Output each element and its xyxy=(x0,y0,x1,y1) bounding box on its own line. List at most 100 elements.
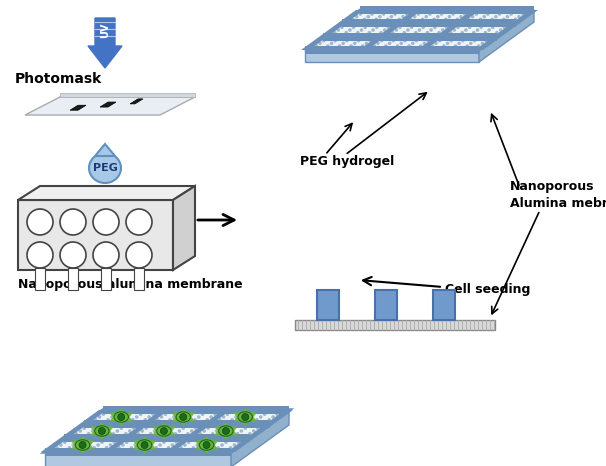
Circle shape xyxy=(244,426,247,430)
Circle shape xyxy=(198,424,201,427)
Polygon shape xyxy=(417,10,480,50)
Circle shape xyxy=(110,415,114,419)
Circle shape xyxy=(484,31,487,34)
Circle shape xyxy=(64,449,67,452)
Circle shape xyxy=(364,26,367,29)
Circle shape xyxy=(275,412,279,416)
Circle shape xyxy=(398,18,401,21)
Circle shape xyxy=(222,415,225,419)
Circle shape xyxy=(402,31,406,34)
Circle shape xyxy=(234,415,238,419)
Circle shape xyxy=(393,12,397,16)
Circle shape xyxy=(157,426,160,430)
Circle shape xyxy=(415,39,418,42)
Circle shape xyxy=(513,9,516,13)
Text: PEG: PEG xyxy=(93,163,118,173)
Circle shape xyxy=(102,421,106,425)
Bar xyxy=(101,268,111,290)
Circle shape xyxy=(71,435,75,439)
Circle shape xyxy=(444,9,447,13)
Circle shape xyxy=(72,443,75,447)
Circle shape xyxy=(247,415,250,419)
Polygon shape xyxy=(145,440,156,445)
Circle shape xyxy=(449,31,453,34)
Circle shape xyxy=(390,15,393,19)
Circle shape xyxy=(92,446,96,450)
Polygon shape xyxy=(195,445,207,450)
Circle shape xyxy=(214,421,218,425)
Circle shape xyxy=(152,421,156,425)
Circle shape xyxy=(111,424,115,427)
Circle shape xyxy=(205,410,208,413)
Circle shape xyxy=(464,20,467,24)
Polygon shape xyxy=(226,431,238,436)
Polygon shape xyxy=(133,440,145,445)
Circle shape xyxy=(334,47,338,50)
Circle shape xyxy=(442,44,445,48)
Polygon shape xyxy=(60,93,195,97)
Circle shape xyxy=(415,47,419,50)
Circle shape xyxy=(116,429,119,433)
Circle shape xyxy=(96,443,100,447)
Circle shape xyxy=(195,435,198,439)
Polygon shape xyxy=(188,424,270,438)
Polygon shape xyxy=(183,412,195,417)
Polygon shape xyxy=(45,438,126,452)
Circle shape xyxy=(359,12,362,16)
Circle shape xyxy=(260,424,264,427)
Polygon shape xyxy=(381,23,458,37)
Circle shape xyxy=(399,34,402,37)
Circle shape xyxy=(103,429,107,433)
Circle shape xyxy=(163,449,167,452)
Circle shape xyxy=(202,421,205,425)
Circle shape xyxy=(27,242,53,268)
Circle shape xyxy=(235,424,239,427)
Circle shape xyxy=(383,28,387,32)
Circle shape xyxy=(450,39,453,42)
Circle shape xyxy=(127,421,131,425)
Circle shape xyxy=(145,435,148,439)
Circle shape xyxy=(430,36,433,40)
Circle shape xyxy=(150,440,153,444)
Circle shape xyxy=(427,47,430,50)
Circle shape xyxy=(488,36,491,40)
Circle shape xyxy=(349,44,353,48)
Circle shape xyxy=(247,424,251,427)
Circle shape xyxy=(83,435,87,439)
Circle shape xyxy=(473,47,477,50)
Circle shape xyxy=(315,44,318,48)
Circle shape xyxy=(136,432,140,436)
Circle shape xyxy=(341,34,344,37)
Circle shape xyxy=(187,440,190,444)
Circle shape xyxy=(129,438,132,441)
Bar xyxy=(134,268,144,290)
Circle shape xyxy=(59,443,62,447)
Circle shape xyxy=(189,421,193,425)
Polygon shape xyxy=(179,417,187,426)
Circle shape xyxy=(460,23,464,27)
Circle shape xyxy=(100,440,104,444)
Circle shape xyxy=(390,23,394,27)
Circle shape xyxy=(382,20,386,24)
Circle shape xyxy=(98,427,105,434)
Polygon shape xyxy=(359,10,422,50)
Circle shape xyxy=(113,440,116,444)
Circle shape xyxy=(224,440,228,444)
Circle shape xyxy=(418,28,421,32)
Circle shape xyxy=(362,9,366,13)
Circle shape xyxy=(385,9,389,13)
Circle shape xyxy=(425,31,429,34)
Circle shape xyxy=(347,20,351,24)
Circle shape xyxy=(468,26,471,29)
Circle shape xyxy=(88,440,92,444)
Circle shape xyxy=(112,432,115,436)
Polygon shape xyxy=(71,440,82,445)
Polygon shape xyxy=(164,426,176,431)
Polygon shape xyxy=(98,431,106,440)
Circle shape xyxy=(60,209,86,235)
Polygon shape xyxy=(164,431,176,436)
Polygon shape xyxy=(90,426,102,431)
Ellipse shape xyxy=(95,426,109,436)
Circle shape xyxy=(372,36,376,40)
Circle shape xyxy=(398,26,402,29)
